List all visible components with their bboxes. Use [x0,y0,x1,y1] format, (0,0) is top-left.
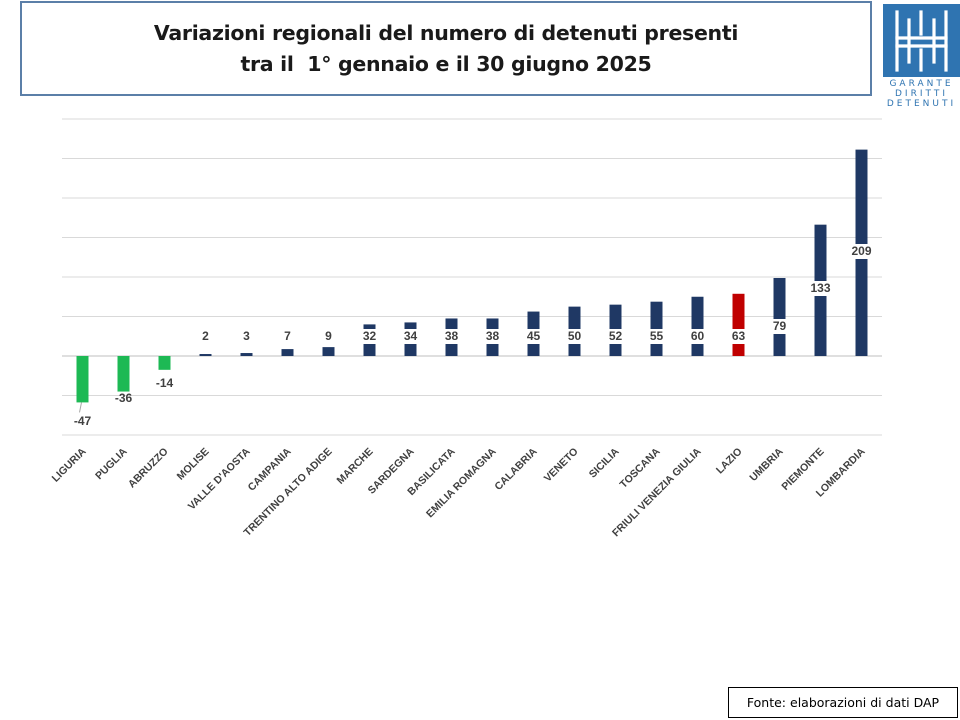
category-label: UMBRIA [747,445,785,483]
category-label: ABRUZZO [126,446,171,491]
data-label: 45 [527,329,541,343]
data-label: 133 [810,281,830,295]
data-label-bg [604,329,627,344]
data-label-bg [358,329,381,344]
bar [732,293,745,356]
data-label: -47 [74,414,92,428]
bar [773,277,786,356]
category-label: VENETO [542,446,581,485]
data-label-bg [686,329,709,344]
data-label: 79 [773,319,787,333]
data-label-bg [846,244,877,259]
logo-text-line-2: DIRITTI [895,89,948,99]
data-label: 209 [851,244,871,258]
data-label-bg [481,329,504,344]
data-label: 32 [363,329,377,343]
chart-title-line-2: tra il 1° gennaio e il 30 giugno 2025 [240,51,652,76]
data-label: 9 [325,329,332,343]
bar [76,356,89,403]
bar [158,356,171,370]
data-label: 60 [691,329,705,343]
data-label: 3 [243,329,250,343]
category-label: MARCHE [335,446,376,487]
data-label: 63 [732,329,746,343]
bar [117,356,130,392]
bar [199,354,212,356]
data-label: 38 [486,329,500,343]
category-label: LAZIO [714,446,745,477]
category-label: EMILIA ROMAGNA [424,445,499,520]
data-label: 55 [650,329,664,343]
bar-chart: -47LIGURIA-36PUGLIA-14ABRUZZO2MOLISE3VAL… [50,118,882,539]
category-label: PUGLIA [93,445,130,482]
data-label: -14 [156,376,174,390]
data-label: 34 [404,329,418,343]
data-label: 2 [202,329,209,343]
data-label: 7 [284,329,291,343]
logo-mark-icon [883,4,960,77]
category-label: CALABRIA [492,445,540,493]
data-label: 52 [609,329,623,343]
logo-text-line-1: GARANTE [889,79,954,89]
data-label: 38 [445,329,459,343]
data-label-bg [522,329,545,344]
bar [240,353,253,356]
data-label-bg [727,329,750,344]
chart-title-line-1: Variazioni regionali del numero di deten… [153,20,739,45]
title-box: Variazioni regionali del numero di deten… [20,1,872,96]
data-label: 50 [568,329,582,343]
data-label: -36 [115,391,133,405]
leader-line [79,402,82,413]
category-label: MOLISE [175,446,212,483]
logo-text-line-3: DETENUTI [886,99,957,109]
bar [691,296,704,356]
data-label-bg [399,329,422,344]
data-label-bg [805,281,836,296]
bar [281,349,294,356]
category-label: LIGURIA [50,445,89,484]
category-label: SICILIA [587,445,622,480]
source-note: Fonte: elaborazioni di dati DAP [728,687,958,718]
garante-logo: GARANTE DIRITTI DETENUTI [883,4,960,109]
data-label-bg [563,329,586,344]
data-label-bg [768,319,791,334]
bar [322,347,335,356]
data-label-bg [645,329,668,344]
data-label-bg [440,329,463,344]
